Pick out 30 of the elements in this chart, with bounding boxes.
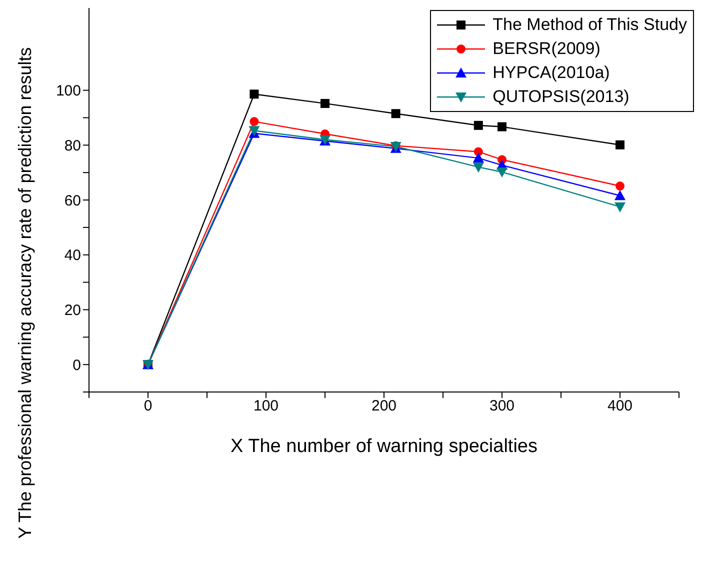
point xyxy=(391,109,400,118)
point xyxy=(472,152,484,163)
point xyxy=(614,202,626,212)
x-axis-title: X The number of warning specialties xyxy=(230,436,538,457)
x-tick-label: 0 xyxy=(144,398,152,415)
point xyxy=(498,122,506,132)
y-tick-label: 80 xyxy=(64,137,81,154)
y-tick-label: 20 xyxy=(64,302,81,320)
point xyxy=(616,182,624,191)
y-axis-title: Y The professional warning accuracy rate of prediction results xyxy=(14,47,35,539)
point xyxy=(616,140,624,150)
y-tick-label: 40 xyxy=(64,247,81,264)
y-tick-label: 0 xyxy=(72,356,81,374)
x-tick-label: 400 xyxy=(607,398,633,415)
legend-label: HYPCA(2010a) xyxy=(492,63,610,83)
point xyxy=(472,162,484,173)
point xyxy=(320,98,330,108)
point xyxy=(496,168,508,178)
legend-label: The Method of This Study xyxy=(492,15,687,35)
y-tick-label: 100 xyxy=(56,82,81,100)
point xyxy=(614,190,626,200)
point xyxy=(474,120,483,130)
x-tick-label: 200 xyxy=(371,398,397,415)
point xyxy=(250,117,259,126)
x-tick-label: 300 xyxy=(489,398,515,415)
legend-label: QUTOPSIS(2013) xyxy=(492,87,630,107)
y-tick-label: 60 xyxy=(64,192,81,210)
point xyxy=(250,90,259,99)
x-tick-label: 100 xyxy=(253,398,279,415)
legend-label: BERSR(2009) xyxy=(492,39,600,59)
